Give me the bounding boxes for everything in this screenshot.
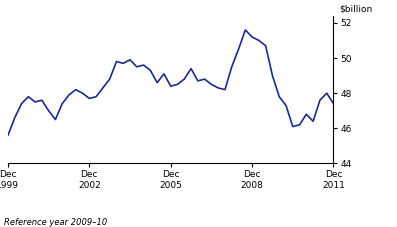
- Text: Reference year 2009–10: Reference year 2009–10: [4, 218, 107, 227]
- Text: $billion: $billion: [339, 4, 372, 13]
